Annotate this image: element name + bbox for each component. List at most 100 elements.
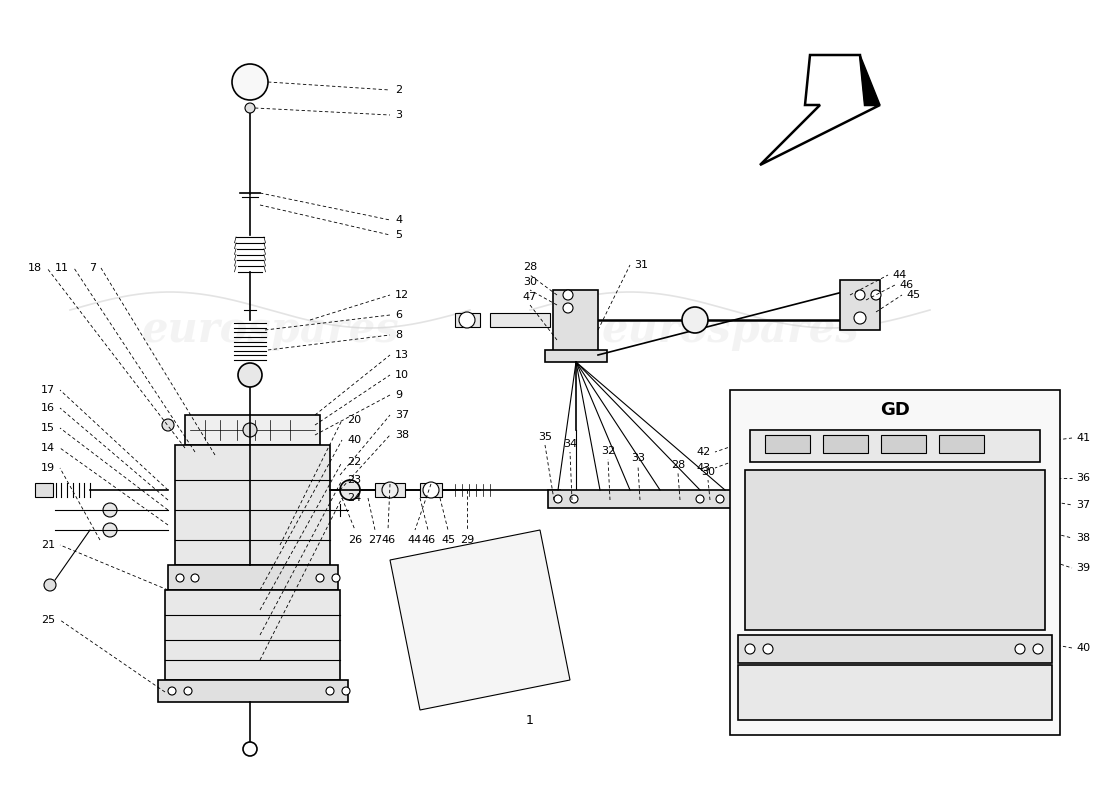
Circle shape bbox=[326, 687, 334, 695]
Polygon shape bbox=[860, 55, 880, 105]
Circle shape bbox=[554, 495, 562, 503]
Text: 44: 44 bbox=[892, 270, 906, 280]
Circle shape bbox=[184, 687, 192, 695]
Circle shape bbox=[168, 687, 176, 695]
Circle shape bbox=[854, 312, 866, 324]
Text: 39: 39 bbox=[1076, 563, 1090, 573]
Circle shape bbox=[459, 312, 475, 328]
Text: 13: 13 bbox=[395, 350, 409, 360]
Bar bbox=[738, 635, 1052, 663]
Text: 46: 46 bbox=[899, 280, 913, 290]
Text: 38: 38 bbox=[1076, 533, 1090, 543]
Circle shape bbox=[243, 742, 257, 756]
Text: 10: 10 bbox=[395, 370, 409, 380]
Text: 30: 30 bbox=[522, 277, 537, 287]
Text: 25: 25 bbox=[41, 615, 55, 625]
Text: eurospares: eurospares bbox=[602, 309, 859, 351]
Text: 4: 4 bbox=[395, 215, 403, 225]
Circle shape bbox=[191, 574, 199, 582]
Text: 30: 30 bbox=[701, 467, 715, 477]
Circle shape bbox=[696, 495, 704, 503]
Polygon shape bbox=[760, 55, 880, 165]
Text: 36: 36 bbox=[1076, 473, 1090, 483]
Bar bbox=[375, 483, 405, 497]
Circle shape bbox=[232, 64, 268, 100]
Text: 37: 37 bbox=[1076, 500, 1090, 510]
Bar bbox=[165, 590, 340, 680]
Bar bbox=[764, 435, 810, 453]
Bar bbox=[553, 290, 598, 355]
Bar bbox=[745, 470, 1045, 630]
Text: 9: 9 bbox=[395, 390, 403, 400]
Circle shape bbox=[682, 307, 708, 333]
Text: 24: 24 bbox=[346, 493, 361, 503]
Text: eurospares: eurospares bbox=[141, 309, 399, 351]
Text: 28: 28 bbox=[522, 262, 537, 272]
Circle shape bbox=[570, 495, 578, 503]
Circle shape bbox=[1015, 644, 1025, 654]
Circle shape bbox=[238, 363, 262, 387]
Circle shape bbox=[44, 579, 56, 591]
Bar bbox=[738, 665, 1052, 720]
Text: 29: 29 bbox=[460, 535, 474, 545]
Circle shape bbox=[103, 523, 117, 537]
Text: 28: 28 bbox=[671, 460, 685, 470]
Text: 3: 3 bbox=[395, 110, 402, 120]
Bar bbox=[158, 680, 348, 702]
Text: 1: 1 bbox=[526, 714, 534, 726]
Circle shape bbox=[716, 495, 724, 503]
Circle shape bbox=[563, 303, 573, 313]
Circle shape bbox=[245, 103, 255, 113]
Circle shape bbox=[563, 290, 573, 300]
Text: 17: 17 bbox=[41, 385, 55, 395]
Text: 40: 40 bbox=[1076, 643, 1090, 653]
Text: GD: GD bbox=[880, 401, 910, 419]
Text: 19: 19 bbox=[41, 463, 55, 473]
Circle shape bbox=[382, 482, 398, 498]
Bar bbox=[168, 565, 338, 590]
Bar bbox=[455, 313, 480, 327]
Circle shape bbox=[340, 480, 360, 500]
Text: 21: 21 bbox=[41, 540, 55, 550]
Text: 45: 45 bbox=[906, 290, 920, 300]
Circle shape bbox=[424, 482, 439, 498]
Bar bbox=[420, 483, 442, 497]
Text: 32: 32 bbox=[601, 446, 615, 456]
Bar bbox=[750, 430, 1040, 462]
Bar bbox=[840, 280, 880, 330]
Text: 47: 47 bbox=[522, 292, 537, 302]
Text: 41: 41 bbox=[1076, 433, 1090, 443]
Circle shape bbox=[176, 574, 184, 582]
Text: 40: 40 bbox=[346, 435, 361, 445]
Text: 22: 22 bbox=[346, 457, 361, 467]
Text: 8: 8 bbox=[395, 330, 403, 340]
Text: 34: 34 bbox=[563, 439, 578, 449]
Text: 26: 26 bbox=[348, 535, 362, 545]
Bar bbox=[881, 435, 926, 453]
Text: 15: 15 bbox=[41, 423, 55, 433]
Bar bbox=[185, 415, 320, 445]
Text: 45: 45 bbox=[441, 535, 455, 545]
Bar bbox=[730, 390, 1060, 735]
Circle shape bbox=[342, 687, 350, 695]
Text: 33: 33 bbox=[631, 453, 645, 463]
Text: 43: 43 bbox=[697, 463, 711, 473]
Text: 12: 12 bbox=[395, 290, 409, 300]
Bar bbox=[175, 445, 330, 565]
Circle shape bbox=[162, 419, 174, 431]
Circle shape bbox=[855, 290, 865, 300]
Circle shape bbox=[332, 574, 340, 582]
Text: 23: 23 bbox=[346, 475, 361, 485]
Text: 38: 38 bbox=[395, 430, 409, 440]
Text: 16: 16 bbox=[41, 403, 55, 413]
Text: 5: 5 bbox=[395, 230, 402, 240]
Text: 46: 46 bbox=[421, 535, 436, 545]
Bar bbox=[35, 483, 53, 497]
Text: 20: 20 bbox=[346, 415, 361, 425]
Circle shape bbox=[316, 574, 324, 582]
Circle shape bbox=[243, 423, 257, 437]
Circle shape bbox=[103, 503, 117, 517]
Circle shape bbox=[871, 290, 881, 300]
Text: 31: 31 bbox=[634, 260, 648, 270]
Bar bbox=[544, 350, 607, 362]
